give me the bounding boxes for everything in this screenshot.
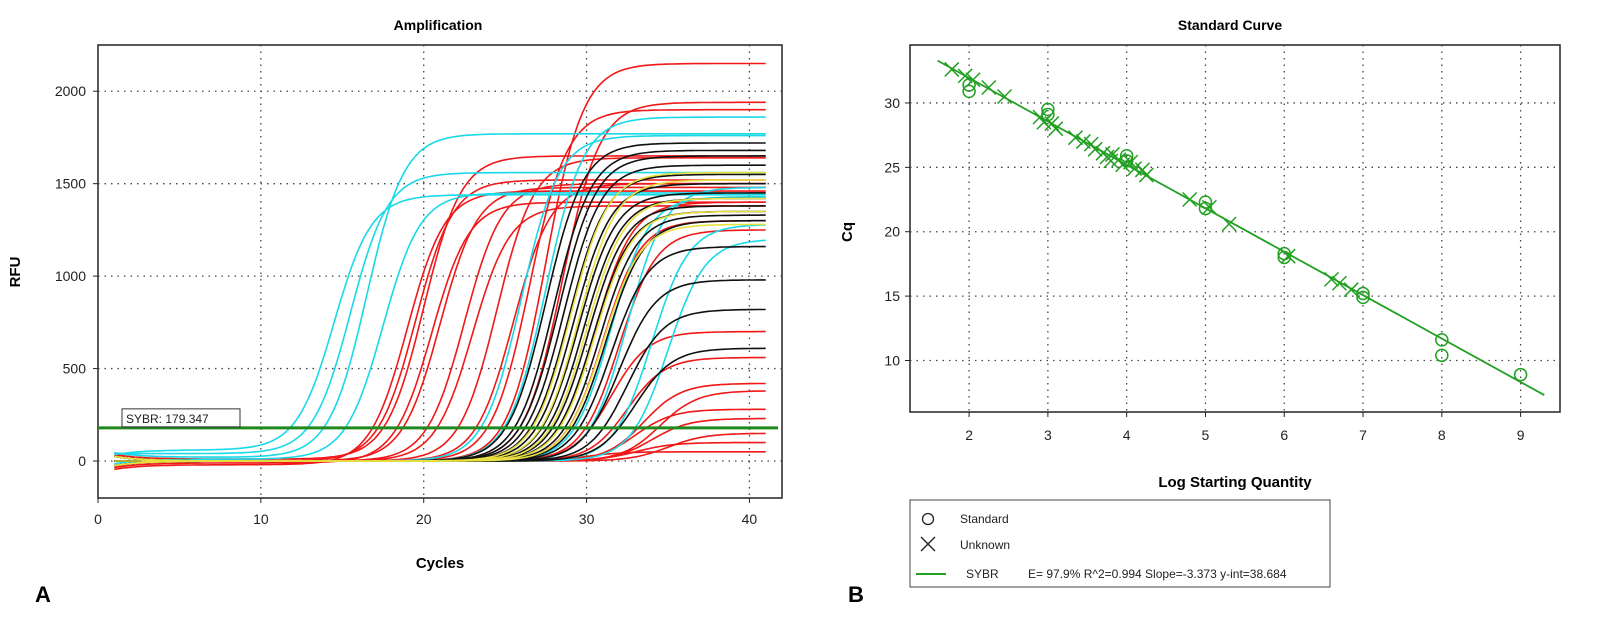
amplification-curve-yellow-5	[114, 223, 766, 467]
legend-cross-icon	[920, 536, 936, 552]
unknown-point	[1323, 271, 1340, 287]
amplification-curve-cyan-1	[114, 194, 766, 456]
x-tick-label: 6	[1280, 427, 1288, 443]
standard-point	[1041, 102, 1055, 117]
x-tick-label: 2	[965, 427, 973, 443]
unknown-point	[1280, 248, 1296, 264]
amplification-curve-cyan-4	[114, 192, 766, 465]
amplification-curve-red-1	[114, 190, 766, 471]
y-tick-label: 2000	[55, 83, 86, 99]
x-tick-label: 7	[1359, 427, 1367, 443]
threshold-label: SYBR: 179.347	[126, 412, 209, 426]
unknown-point	[1343, 282, 1359, 298]
standard-point	[1435, 348, 1449, 363]
x-tick-label: 3	[1044, 427, 1052, 443]
standard-point	[1435, 333, 1449, 347]
y-axis-label: RFU	[7, 257, 24, 288]
plot-area	[97, 44, 783, 499]
chart-title: Standard Curve	[1178, 17, 1282, 33]
unknown-point	[965, 72, 981, 88]
threshold-label-box	[121, 408, 241, 428]
unknown-point	[981, 79, 997, 96]
amplification-curve-cyan-2	[114, 171, 766, 455]
x-axis-label: Cycles	[416, 555, 464, 572]
unknown-point	[957, 68, 973, 84]
standard-point	[1356, 286, 1370, 301]
standard-curve-chart: Standard Curve 2 3 4 5 6 7 8 9 10 15 20 25 30 Log St…	[839, 17, 1561, 607]
y-tick-label: 30	[884, 95, 900, 111]
y-tick-label: 25	[884, 159, 900, 175]
legend-standard-label: Standard	[960, 512, 1009, 526]
x-tick-label: 9	[1517, 427, 1525, 443]
x-tick-label: 4	[1123, 427, 1131, 443]
standard-point	[1198, 195, 1213, 209]
x-axis-label: Log Starting Quantity	[1158, 474, 1312, 491]
panel-label: A	[35, 582, 51, 607]
unknown-point	[944, 61, 960, 77]
unknown-point	[1048, 121, 1064, 137]
chart-title: Amplification	[394, 17, 483, 33]
legend-unknown-label: Unknown	[960, 538, 1010, 552]
grid	[98, 45, 782, 498]
x-tick-label: 20	[416, 511, 432, 527]
threshold: SYBR: 179.347	[98, 408, 778, 430]
panel-label: B	[848, 582, 864, 607]
y-tick-label: 15	[884, 288, 900, 304]
y-tick-label: 500	[63, 361, 87, 377]
x-tick-label: 10	[253, 511, 269, 527]
legend-fit-stats: E= 97.9% R^2=0.994 Slope=-3.373 y-int=38…	[1028, 567, 1287, 581]
legend: Standard Unknown SYBR E= 97.9% R^2=0.994…	[909, 499, 1331, 588]
amplification-curve-red-4	[114, 201, 766, 469]
legend-box	[909, 499, 1331, 588]
y-tick-label: 1000	[55, 268, 86, 284]
amplification-chart: Amplification 0 10 20 30 400500100015002000 …	[7, 17, 783, 607]
unknown-point	[997, 88, 1013, 105]
x-tick-label: 0	[94, 511, 102, 527]
axis-ticks: 2 3 4 5 6 7 8 9 10 15 20 25 30	[884, 95, 1524, 443]
unknown-point	[1115, 157, 1131, 173]
standard-point	[1356, 290, 1370, 305]
unknown-point	[1138, 167, 1154, 183]
unknown-point	[1067, 130, 1083, 146]
standard-point	[962, 84, 976, 99]
data-points	[944, 61, 1528, 382]
axis-ticks: 0 10 20 30 40 0 500 1000 1500 2000	[55, 83, 758, 527]
y-tick-label: 10	[884, 352, 900, 368]
amplification-curves	[114, 62, 766, 471]
unknown-point	[1182, 191, 1198, 208]
unknown-point	[1075, 134, 1091, 150]
amplification-curve-cyan-3	[114, 133, 766, 458]
unknown-point	[1087, 141, 1103, 157]
unknown-point	[1331, 275, 1347, 291]
x-tick-label: 8	[1438, 427, 1446, 443]
standard-point	[1513, 367, 1528, 382]
plot-area	[909, 44, 1561, 413]
legend-circle-icon	[921, 512, 935, 526]
y-tick-label: 0	[78, 453, 86, 469]
x-tick-label: 5	[1202, 427, 1210, 443]
unknown-point	[1221, 216, 1237, 232]
grid	[910, 45, 1560, 412]
x-tick-label: 30	[579, 511, 595, 527]
legend-sybr-label: SYBR	[966, 567, 999, 581]
y-tick-label: 1500	[55, 176, 86, 192]
x-tick-label: 40	[742, 511, 758, 527]
y-tick-label: 20	[884, 224, 900, 240]
y-axis-label: Cq	[839, 222, 856, 242]
unknown-point	[1201, 199, 1217, 215]
